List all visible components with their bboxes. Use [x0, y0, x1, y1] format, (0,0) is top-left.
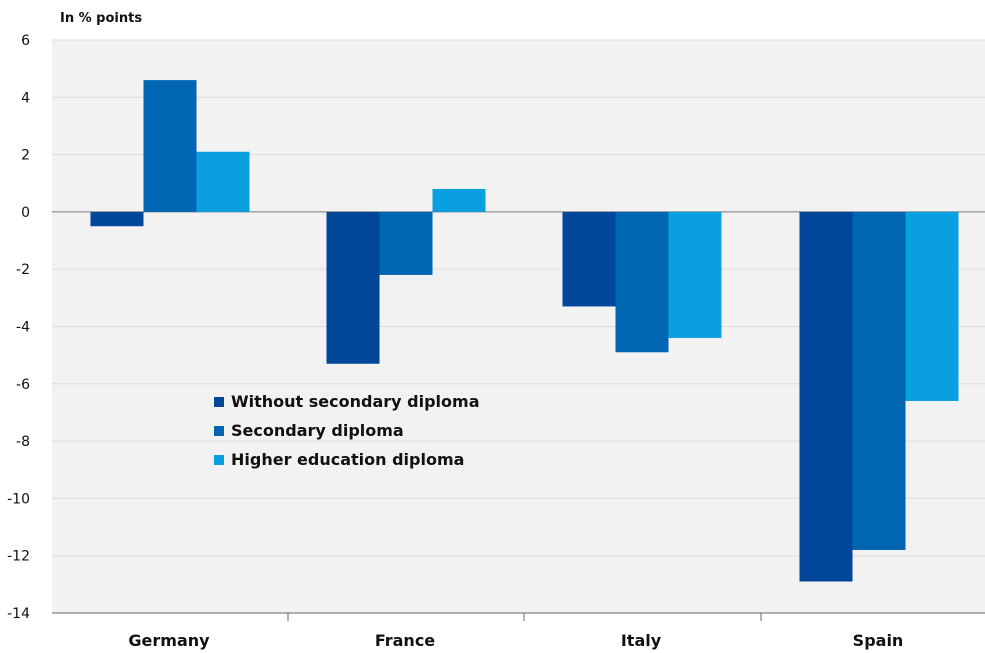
y-axis-unit-label: In % points: [60, 11, 142, 26]
legend-label: Higher education diploma: [231, 450, 464, 469]
bar: [615, 211, 669, 353]
bar: [668, 211, 722, 338]
bar: [905, 211, 959, 401]
bar: [143, 80, 197, 212]
y-axis-ticks: 6 4 2 0 -2 -4 -6 -8 -10 -12 -14: [7, 33, 30, 622]
y-tick-label: -12: [7, 549, 30, 565]
bar: [432, 188, 486, 212]
y-tick-label: -2: [16, 262, 30, 278]
x-tick-label: Germany: [128, 631, 210, 650]
x-tick-label: Spain: [853, 631, 904, 650]
bar: [799, 211, 853, 582]
legend-swatch: [214, 426, 224, 436]
bar: [852, 211, 906, 550]
bar: [196, 151, 250, 212]
legend-label: Without secondary diploma: [231, 392, 480, 411]
y-tick-label: 4: [21, 90, 30, 106]
x-tick-label: France: [375, 631, 435, 650]
y-tick-label: -10: [7, 491, 30, 507]
legend-swatch: [214, 455, 224, 465]
legend: Without secondary diploma Secondary diplo…: [214, 392, 480, 469]
bar: [562, 211, 616, 307]
legend-label: Secondary diploma: [231, 421, 404, 440]
y-tick-label: -4: [16, 320, 30, 336]
y-tick-label: 6: [21, 33, 30, 49]
bars-group: [90, 80, 959, 582]
y-tick-label: -14: [7, 606, 30, 622]
bar: [326, 211, 380, 364]
x-axis: Germany France Italy Spain: [52, 612, 985, 650]
y-tick-label: 0: [21, 205, 30, 221]
legend-swatch: [214, 397, 224, 407]
bar: [90, 211, 144, 227]
y-tick-label: 2: [21, 148, 30, 164]
y-tick-label: -6: [16, 377, 30, 393]
bar: [379, 211, 433, 275]
x-tick-label: Italy: [621, 631, 662, 650]
y-tick-label: -8: [16, 434, 30, 450]
